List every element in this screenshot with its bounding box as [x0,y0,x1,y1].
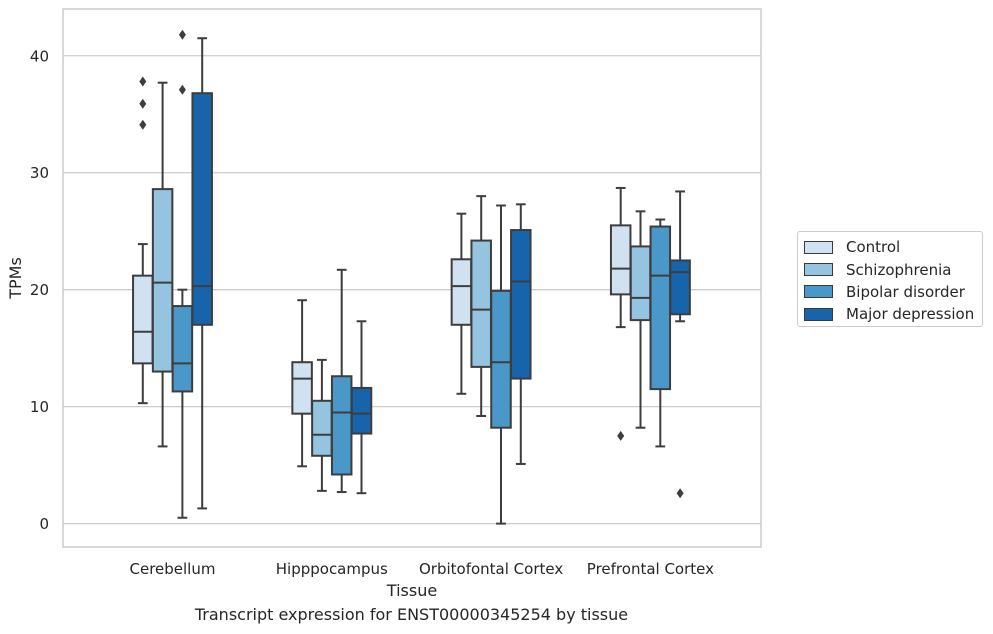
legend-label: Schizophrenia [846,260,952,279]
legend: Control Schizophrenia Bipolar disorder Majo… [797,231,983,327]
plot-area-frame [62,8,762,548]
box-series [132,29,691,525]
legend-item: Schizophrenia [804,258,982,280]
box-iqr [510,229,532,380]
outlier-point [178,29,186,40]
box-iqr [151,188,174,373]
box-iqr [609,224,632,296]
outlier-point [178,84,186,95]
box-iqr [649,225,672,391]
y-axis-label: TPMs [6,257,25,300]
box-iqr [490,289,512,429]
outlier-point [676,488,684,499]
y-tick-label: 40 [30,47,49,65]
series-bipolar-disorder [171,29,672,525]
y-tick-label: 30 [30,164,49,182]
outlier-point [617,430,625,441]
y-tick-label: 0 [39,515,49,533]
y-tick-label: 20 [30,281,49,299]
x-tick-label: Hipppocampus [276,560,388,578]
legend-label: Control [846,238,901,257]
outlier-point [139,119,147,130]
box-iqr [191,92,213,326]
x-tick-label: Cerebellum [130,560,216,578]
x-axis-label: Tissue [386,581,437,600]
box-iqr [330,375,353,476]
x-tick-label: Orbitofontal Cortex [419,560,563,578]
box-iqr [350,386,373,435]
box-iqr [311,399,333,457]
legend-label: Bipolar disorder [846,282,965,301]
legend-label: Major depression [846,305,975,324]
box-iqr [291,361,313,415]
legend-item: Control [804,236,982,258]
series-schizophrenia [151,81,652,492]
y-tick-labels: 0 10 20 30 40 [30,47,49,533]
box-iqr [171,305,194,393]
legend-swatch [804,263,833,277]
box-iqr [132,274,154,365]
series-major-depression [191,37,691,510]
x-tick-labels: Cerebellum Hipppocampus Orbitofontal Corte… [130,560,715,578]
box-iqr [629,245,652,322]
box-iqr [450,258,473,326]
legend-item: Major depression [804,303,982,325]
outlier-point [139,98,147,109]
box-iqr [669,259,691,316]
box-iqr [470,239,492,368]
y-tick-label: 10 [30,398,49,416]
chart-caption: Transcript expression for ENST0000034525… [194,605,629,624]
legend-swatch [804,307,833,321]
legend-item: Bipolar disorder [804,281,982,303]
legend-swatch [804,285,833,299]
outlier-point [139,76,147,87]
x-tick-label: Prefrontal Cortex [587,560,714,578]
legend-swatch [804,240,833,254]
